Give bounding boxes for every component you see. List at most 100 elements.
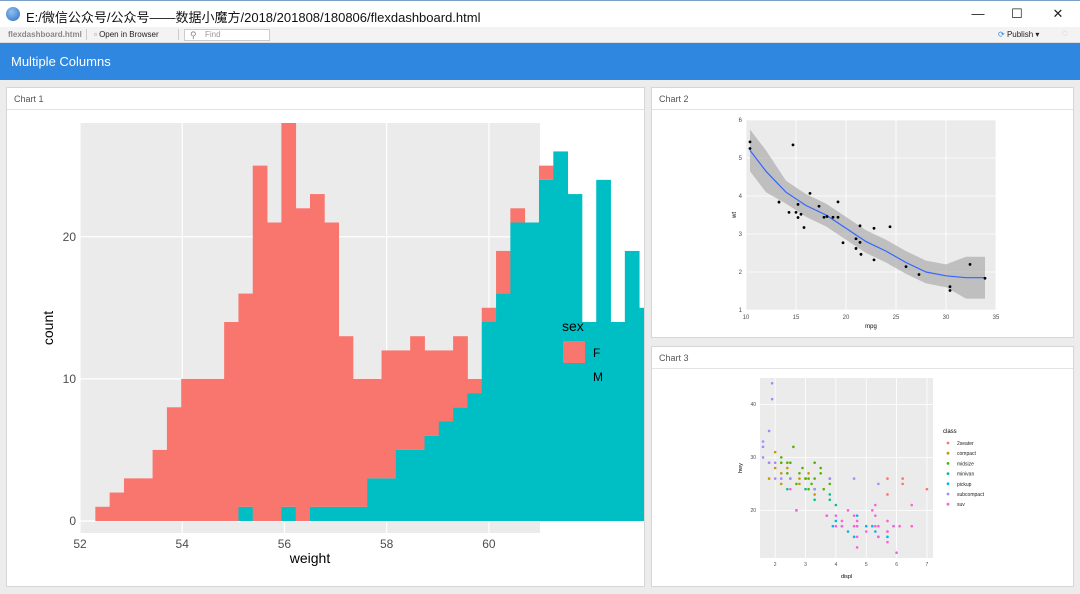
file-name-tab[interactable]: flexdashboard.html bbox=[8, 30, 82, 39]
refresh-icon[interactable]: ◌ bbox=[1062, 28, 1068, 39]
chart3-point-suv bbox=[855, 546, 859, 549]
chart3-point-minivan bbox=[813, 498, 816, 502]
chart-2-card: Chart 2 10 15 20 25 30 35 1 2 3 4 5 6 mpg wt bbox=[651, 87, 1074, 338]
chart2-point bbox=[799, 212, 803, 216]
chart2-point bbox=[859, 252, 863, 256]
chart3-point-pickup bbox=[855, 514, 859, 517]
close-button[interactable]: ✕ bbox=[1052, 6, 1064, 21]
chart2-point bbox=[831, 215, 835, 219]
chart3-point-suv bbox=[877, 535, 880, 539]
chart1-bar-M bbox=[438, 421, 454, 521]
chart1-bar-F bbox=[252, 165, 268, 521]
chart3-point-2seater bbox=[901, 477, 904, 480]
browser-icon: ▫ bbox=[94, 30, 100, 39]
chart3-point-minivan bbox=[828, 493, 832, 496]
chart2-point bbox=[948, 285, 952, 289]
chart2-x-tick-label: 30 bbox=[943, 315, 950, 321]
chart1-bar-F bbox=[295, 208, 311, 521]
chart1-bar-M bbox=[381, 478, 397, 521]
chart1-y-axis-title: count bbox=[40, 311, 56, 345]
chart3-point-suv bbox=[886, 519, 889, 523]
chart3-x-tick-label: 6 bbox=[895, 562, 898, 568]
chart3-legend-key-midsize bbox=[946, 462, 950, 465]
chart1-bar-F bbox=[381, 350, 397, 479]
chart3-point-minivan bbox=[786, 487, 789, 491]
chart1-bar-F bbox=[152, 449, 168, 521]
chart3-point-midsize bbox=[786, 461, 789, 465]
chart1-bar-F bbox=[424, 350, 440, 436]
chart1-x-tick-label: 52 bbox=[73, 537, 87, 551]
search-icon: ⚲ bbox=[190, 30, 197, 40]
dashboard-navbar: Multiple Columns bbox=[0, 43, 1080, 80]
chart1-bar-F bbox=[438, 350, 454, 422]
window-title-bar: E:/微信公众号/公众号——数据小魔方/2018/201808/180806/f… bbox=[0, 0, 1080, 27]
chart1-bar-F bbox=[310, 194, 325, 507]
chart2-point bbox=[948, 289, 952, 292]
chart1-bar-M bbox=[410, 449, 425, 521]
chart3-point-pickup bbox=[834, 519, 838, 523]
chart3-point-suv bbox=[795, 509, 798, 512]
chart3-point-suv bbox=[877, 524, 880, 528]
chart3-point-midsize bbox=[807, 477, 810, 480]
chart3-legend-label-pickup: pickup bbox=[957, 482, 972, 488]
chart1-bar-F bbox=[338, 336, 354, 507]
open-in-browser-button[interactable]: ▫ Open in Browser bbox=[94, 29, 159, 41]
chart3-point-suv bbox=[864, 530, 868, 533]
chart1-bar-F bbox=[281, 123, 297, 507]
chart1-bar-F bbox=[123, 478, 139, 521]
chart2-point bbox=[854, 237, 858, 241]
chart1-x-tick-label: 56 bbox=[278, 537, 292, 551]
find-input[interactable]: ⚲ Find bbox=[184, 29, 270, 41]
chart1-bar-M bbox=[367, 478, 382, 521]
chart1-bar-M bbox=[524, 222, 540, 521]
find-placeholder: Find bbox=[205, 30, 221, 39]
minimize-button[interactable]: — bbox=[971, 6, 985, 21]
chart3-point-pickup bbox=[852, 535, 856, 539]
chart3-y-tick-label: 40 bbox=[750, 402, 756, 408]
chart3-x-tick-label: 4 bbox=[834, 562, 837, 568]
chart3-y-tick-label: 20 bbox=[750, 508, 756, 514]
chart2-x-tick-label: 10 bbox=[743, 315, 750, 321]
chart-3-title: Chart 3 bbox=[652, 347, 1073, 369]
chart1-bar-F bbox=[138, 478, 153, 521]
chart3-point-subcompact bbox=[828, 477, 832, 480]
publish-button[interactable]: ⟳ Publish ▾ bbox=[998, 29, 1039, 41]
chart3-point-compact bbox=[807, 471, 810, 475]
chart3-y-axis-title: hwy bbox=[738, 463, 744, 473]
chart3-point-compact bbox=[767, 477, 771, 480]
chart3-legend-key-pickup bbox=[946, 482, 950, 486]
chart-1-title: Chart 1 bbox=[7, 88, 644, 110]
chart2-point bbox=[888, 225, 892, 229]
chart2-point bbox=[787, 210, 791, 214]
chart-2-svg: 10 15 20 25 30 35 1 2 3 4 5 6 mpg wt bbox=[732, 118, 1000, 330]
chart3-point-suv bbox=[874, 524, 877, 528]
chart2-point bbox=[791, 143, 795, 147]
chart3-point-compact bbox=[773, 450, 777, 454]
chart2-point bbox=[872, 226, 876, 230]
chart1-x-tick-label: 58 bbox=[380, 537, 394, 551]
maximize-button[interactable]: ☐ bbox=[1011, 6, 1023, 21]
chart1-bar-F bbox=[324, 222, 340, 507]
chart1-bar-M bbox=[538, 179, 554, 521]
chart3-point-suv bbox=[855, 519, 859, 523]
chart2-point bbox=[777, 200, 781, 204]
chart3-point-midsize bbox=[801, 466, 804, 470]
chart3-point-midsize bbox=[792, 445, 795, 449]
chart3-x-tick-label: 3 bbox=[804, 562, 807, 568]
viewer-toolbar: flexdashboard.html ▫ Open in Browser ⚲ Fi… bbox=[0, 27, 1080, 43]
chart1-x-axis-title: weight bbox=[289, 550, 331, 566]
chart2-y-tick-label: 6 bbox=[739, 118, 743, 124]
chart3-y-tick-label: 30 bbox=[750, 455, 756, 461]
chart1-bar-F bbox=[467, 378, 483, 394]
chart3-x-tick-label: 2 bbox=[774, 562, 777, 568]
chevron-down-icon: ▾ bbox=[1035, 30, 1040, 39]
chart3-legend-label-midsize: midsize bbox=[957, 461, 974, 467]
chart3-point-subcompact bbox=[773, 477, 777, 480]
chart1-legend-label-F: F bbox=[593, 346, 600, 360]
chart3-legend-label-minivan: minivan bbox=[957, 472, 974, 478]
chart1-bar-F bbox=[166, 407, 182, 521]
toolbar-divider bbox=[86, 29, 87, 40]
chart3-point-suv bbox=[834, 514, 838, 517]
chart3-point-pickup bbox=[874, 530, 877, 533]
